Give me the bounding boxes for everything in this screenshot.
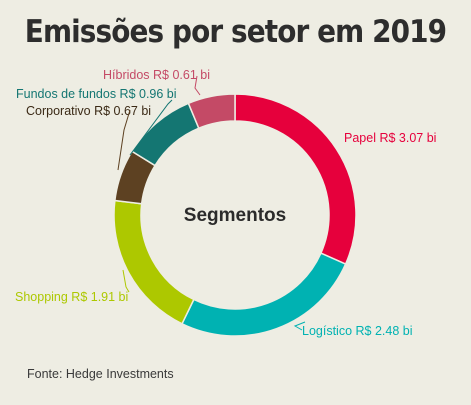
slice-h-bridos <box>187 93 236 130</box>
label-papel: Papel R$ 3.07 bi <box>344 131 436 145</box>
chart-title: Emissões por setor em 2019 <box>24 14 447 50</box>
center-label: Segmentos <box>184 205 286 226</box>
label-corporativo: Corporativo R$ 0.67 bi <box>26 104 151 118</box>
label-shopping: Shopping R$ 1.91 bi <box>15 290 128 304</box>
leader-line <box>129 99 173 156</box>
slice-labels: Papel R$ 3.07 bi Logístico R$ 2.48 bi Shop… <box>15 68 436 338</box>
label-h-bridos: Híbridos R$ 0.61 bi <box>103 68 210 82</box>
slice-shopping <box>113 199 195 325</box>
label-log-stico: Logístico R$ 2.48 bi <box>302 324 413 338</box>
leader-line <box>293 321 306 331</box>
label-fundos-de-fundos: Fundos de fundos R$ 0.96 bi <box>16 87 177 101</box>
leader-line <box>194 75 201 96</box>
source-note: Fonte: Hedge Investments <box>27 367 174 381</box>
slice-papel <box>234 93 357 266</box>
leader-line <box>117 109 131 171</box>
donut-slices <box>113 93 357 337</box>
leader-line <box>122 269 130 293</box>
